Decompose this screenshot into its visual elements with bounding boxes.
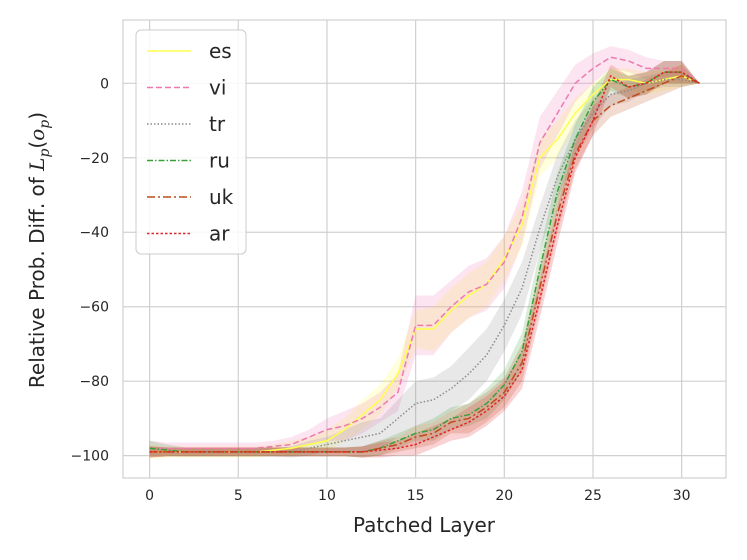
y-tick-label: 0 [100, 76, 109, 92]
y-axis-label-text: Relative Prob. Diff. of [25, 171, 49, 388]
y-axis-label-open: ( [25, 141, 49, 149]
y-axis-label-script: L [25, 158, 49, 172]
x-tick-label: 30 [673, 488, 691, 504]
x-axis-ticks: 0 5 10 15 20 25 30 [145, 488, 690, 504]
y-axis-label-close: ) [25, 112, 49, 120]
x-tick-label: 0 [145, 488, 154, 504]
legend: es vi tr ru uk ar [135, 29, 247, 255]
y-tick-label: −80 [79, 374, 109, 390]
band-tr [149, 72, 700, 458]
legend-label-es: es [209, 39, 232, 63]
legend-label-ar: ar [209, 222, 230, 246]
x-axis-label: Patched Layer [353, 513, 496, 537]
confidence-bands [149, 46, 700, 460]
legend-label-ru: ru [209, 149, 230, 173]
line-vi [149, 56, 700, 449]
y-axis-label: Relative Prob. Diff. of Lp(op) [25, 112, 53, 388]
x-tick-label: 5 [234, 488, 243, 504]
x-tick-label: 25 [584, 488, 602, 504]
y-axis-ticks: 0 −20 −40 −60 −80 −100 [71, 76, 109, 464]
x-tick-label: 15 [407, 488, 425, 504]
legend-label-vi: vi [209, 76, 226, 100]
y-tick-label: −100 [71, 449, 109, 465]
legend-box [135, 29, 247, 255]
y-tick-label: −40 [79, 225, 109, 241]
line-ru [149, 71, 700, 453]
y-axis-label-var-sub: p [37, 120, 53, 129]
x-tick-label: 10 [318, 488, 336, 504]
y-tick-label: −20 [79, 151, 109, 167]
line-ar [149, 71, 700, 453]
y-axis-label-var: o [25, 129, 49, 141]
y-axis-label-sub: p [37, 149, 53, 158]
x-tick-label: 20 [495, 488, 513, 504]
y-tick-label: −60 [79, 300, 109, 316]
legend-label-uk: uk [209, 185, 234, 209]
legend-label-tr: tr [209, 112, 226, 136]
series-lines [149, 56, 700, 453]
